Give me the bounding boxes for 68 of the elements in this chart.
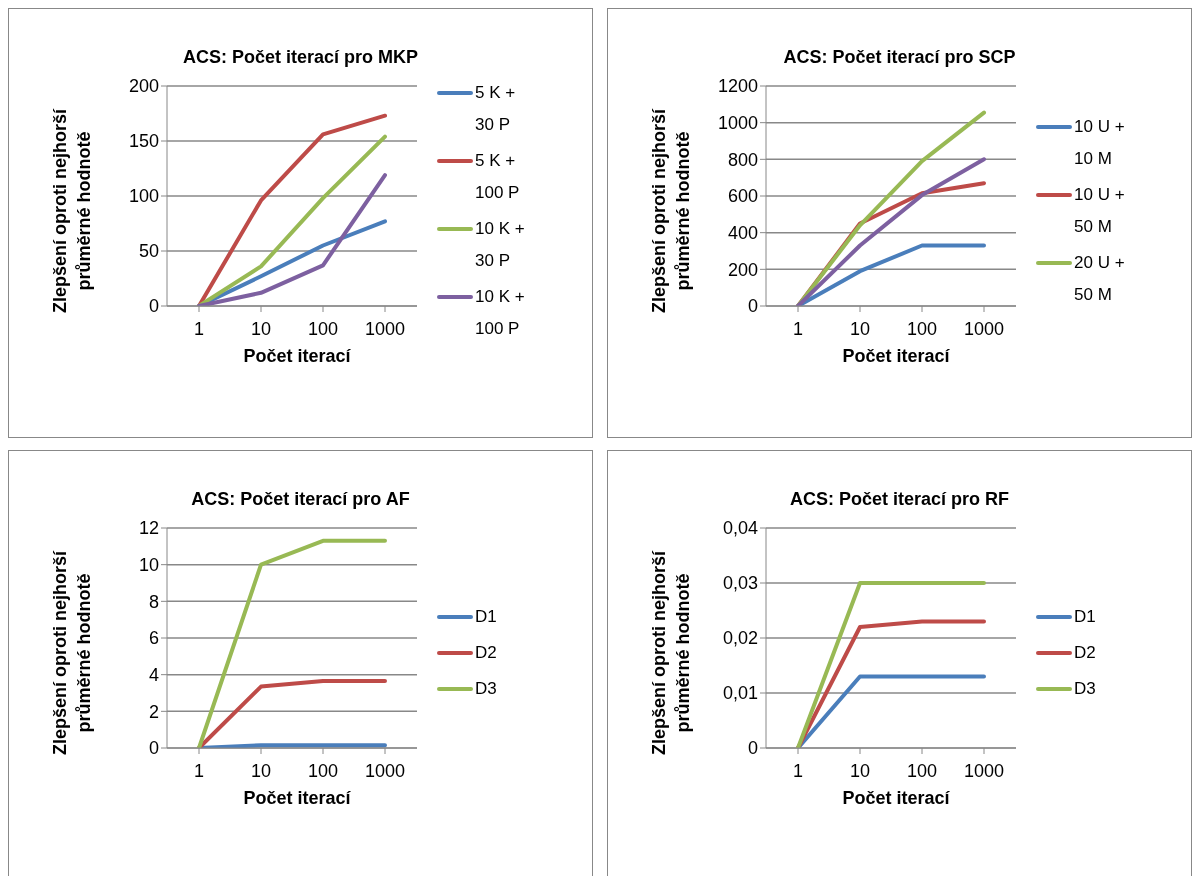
y-tick-label: 12 — [138, 518, 159, 539]
y-tick-label: 0 — [148, 296, 159, 317]
x-tick-label: 100 — [307, 760, 339, 781]
y-axis-title: Zlepšení oproti nejhorší průměrné hodnotě — [648, 549, 694, 757]
x-tick-label: 100 — [307, 318, 339, 339]
x-tick-label: 100 — [906, 318, 938, 339]
x-axis-title: Počet iterací — [841, 346, 951, 367]
y-tick-label: 0,02 — [722, 628, 758, 649]
chart-title: ACS: Počet iterací pro AF — [190, 489, 411, 510]
y-tick-label: 50 — [138, 241, 159, 262]
y-tick-label: 0 — [747, 296, 758, 317]
legend-label: 10 K + 30 P — [475, 218, 526, 272]
y-tick-label: 400 — [727, 223, 758, 244]
y-tick-label: 0,03 — [722, 573, 758, 594]
y-tick-label: 1000 — [717, 113, 758, 134]
y-tick-label: 0 — [148, 738, 159, 759]
y-tick-label: 6 — [148, 628, 159, 649]
y-tick-label: 200 — [128, 76, 159, 97]
legend-label: 10 U + 50 M — [1074, 184, 1126, 238]
y-tick-label: 200 — [727, 259, 758, 280]
y-tick-label: 1200 — [717, 76, 758, 97]
legend-label: 5 K + 100 P — [475, 150, 521, 204]
x-tick-label: 1000 — [364, 318, 406, 339]
y-tick-label: 10 — [138, 555, 159, 576]
y-tick-label: 0,04 — [722, 518, 758, 539]
x-tick-label: 10 — [250, 760, 272, 781]
x-tick-label: 100 — [906, 760, 938, 781]
chart-title: ACS: Počet iterací pro SCP — [782, 47, 1017, 68]
y-tick-label: 0 — [747, 738, 758, 759]
y-tick-label: 0,01 — [722, 683, 758, 704]
x-tick-label: 1 — [792, 760, 804, 781]
x-tick-label: 1 — [792, 318, 804, 339]
x-axis-title: Počet iterací — [841, 788, 951, 809]
legend-label: 10 U + 10 M — [1074, 116, 1126, 170]
x-tick-label: 1000 — [364, 760, 406, 781]
chart-title: ACS: Počet iterací pro RF — [788, 489, 1010, 510]
y-tick-label: 150 — [128, 131, 159, 152]
legend-label: D1 — [1074, 606, 1097, 628]
line-series — [796, 110, 986, 306]
x-tick-label: 10 — [250, 318, 272, 339]
x-axis-title: Počet iterací — [242, 788, 352, 809]
x-tick-label: 1 — [193, 760, 205, 781]
y-tick-label: 800 — [727, 149, 758, 170]
x-tick-label: 1 — [193, 318, 205, 339]
y-tick-label: 8 — [148, 591, 159, 612]
x-tick-label: 10 — [849, 760, 871, 781]
x-tick-label: 1000 — [963, 760, 1005, 781]
y-tick-label: 4 — [148, 665, 159, 686]
y-axis-title: Zlepšení oproti nejhorší průměrné hodnotě — [648, 107, 694, 315]
y-tick-label: 600 — [727, 186, 758, 207]
line-series — [197, 173, 387, 306]
legend-label: D3 — [475, 678, 498, 700]
y-axis-title: Zlepšení oproti nejhorší průměrné hodnotě — [49, 549, 95, 757]
y-axis-title: Zlepšení oproti nejhorší průměrné hodnotě — [49, 107, 95, 315]
x-axis-title: Počet iterací — [242, 346, 352, 367]
legend-label: D3 — [1074, 678, 1097, 700]
legend-label: 5 K + 30 P — [475, 82, 517, 136]
legend-label: 20 U + 50 M — [1074, 252, 1126, 306]
y-tick-label: 100 — [128, 186, 159, 207]
x-tick-label: 1000 — [963, 318, 1005, 339]
legend-label: D1 — [475, 606, 498, 628]
chart-title: ACS: Počet iterací pro MKP — [181, 47, 419, 68]
line-series — [796, 157, 986, 306]
legend-label: D2 — [475, 642, 498, 664]
legend-label: 10 K + 100 P — [475, 286, 526, 340]
y-tick-label: 2 — [148, 701, 159, 722]
legend-label: D2 — [1074, 642, 1097, 664]
x-tick-label: 10 — [849, 318, 871, 339]
